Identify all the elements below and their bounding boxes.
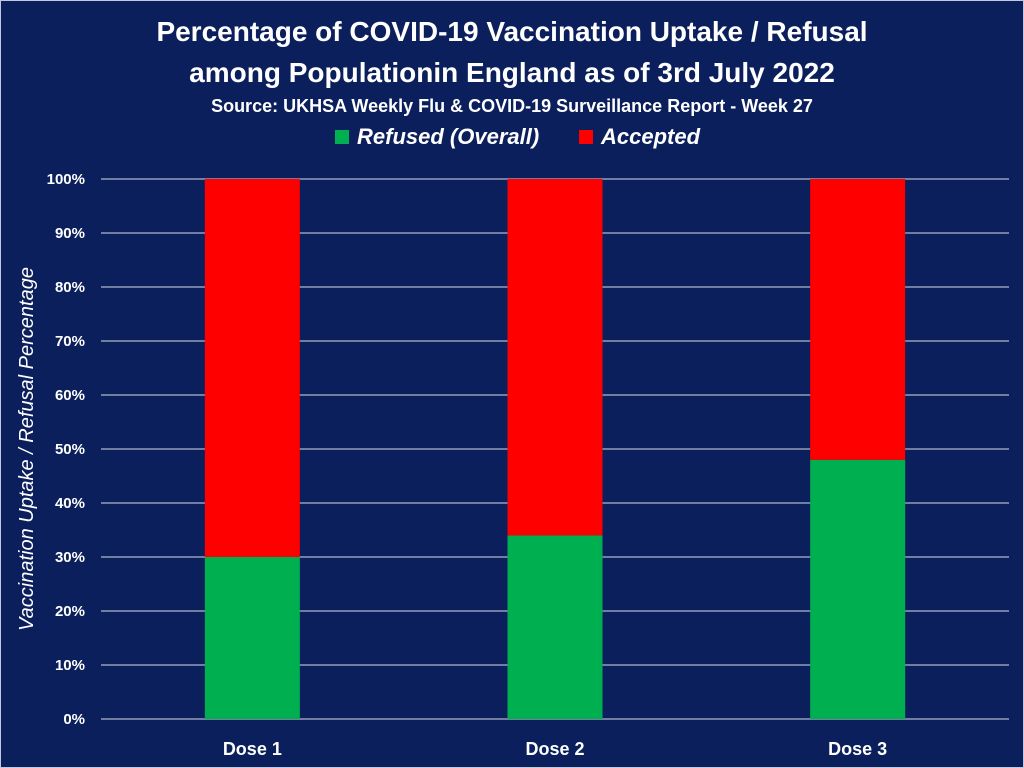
bar-accepted-3 bbox=[810, 179, 906, 460]
bar-refused-overall-1 bbox=[204, 557, 300, 719]
y-tick-label: 40% bbox=[55, 495, 85, 512]
x-category-label: Dose 2 bbox=[525, 739, 584, 759]
y-tick-label: 100% bbox=[47, 171, 85, 188]
x-category-label: Dose 3 bbox=[828, 739, 887, 759]
y-axis-label: Vaccination Uptake / Refusal Percentage bbox=[16, 267, 38, 631]
y-tick-label: 50% bbox=[55, 441, 85, 458]
y-tick-label: 30% bbox=[55, 549, 85, 566]
bar-refused-overall-2 bbox=[507, 535, 603, 719]
chart-subtitle: Source: UKHSA Weekly Flu & COVID-19 Surv… bbox=[211, 96, 813, 116]
x-category-label: Dose 1 bbox=[223, 739, 282, 759]
y-tick-label: 90% bbox=[55, 225, 85, 242]
y-tick-label: 70% bbox=[55, 333, 85, 350]
legend-label: Refused (Overall) bbox=[357, 124, 539, 149]
y-tick-label: 0% bbox=[63, 711, 85, 728]
y-tick-label: 10% bbox=[55, 657, 85, 674]
y-tick-label: 20% bbox=[55, 603, 85, 620]
legend-label: Accepted bbox=[600, 124, 701, 149]
bar-accepted-1 bbox=[204, 179, 300, 557]
y-tick-label: 80% bbox=[55, 279, 85, 296]
legend-swatch bbox=[335, 130, 349, 144]
chart-title-line1: Percentage of COVID-19 Vaccination Uptak… bbox=[156, 16, 867, 47]
y-axis-ticks: 0% 10% 20% 30% 40% 50% 60% 70% 80% 90% 100% bbox=[47, 171, 85, 728]
chart-title-line2: among Populationin England as of 3rd Jul… bbox=[189, 57, 835, 88]
legend: Refused (Overall) Accepted bbox=[335, 124, 701, 149]
y-tick-label: 60% bbox=[55, 387, 85, 404]
bar-refused-overall-3 bbox=[810, 459, 906, 719]
x-axis-categories: Dose 1 Dose 2 Dose 3 bbox=[223, 739, 887, 759]
legend-swatch bbox=[579, 130, 593, 144]
bar-accepted-2 bbox=[507, 179, 603, 536]
bars bbox=[204, 179, 906, 719]
